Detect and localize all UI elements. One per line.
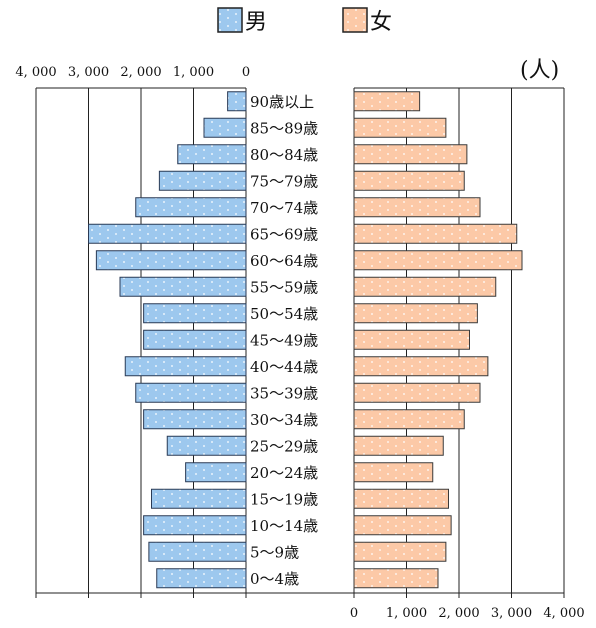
age-label: 60～64歳 — [250, 252, 318, 270]
bar-male — [136, 383, 246, 402]
bars-female — [354, 92, 522, 588]
tick-labels-left: 4, 000 3, 000 2, 000 1, 000 0 — [15, 65, 250, 80]
legend-swatch-female — [343, 8, 367, 32]
legend-swatch-male — [218, 8, 242, 32]
tick-label-left: 1, 000 — [173, 65, 214, 80]
bar-male — [89, 224, 247, 243]
bar-female — [354, 436, 443, 455]
age-label: 15～19歳 — [250, 490, 318, 508]
age-label: 55～59歳 — [250, 278, 318, 296]
bar-female — [354, 198, 480, 217]
bar-female — [354, 569, 438, 588]
bar-female — [354, 277, 496, 296]
bar-female — [354, 251, 522, 270]
tick-label-right: 4, 000 — [543, 606, 584, 621]
bar-male — [204, 118, 246, 137]
age-label: 40～44歳 — [250, 358, 318, 376]
bar-male — [159, 171, 246, 190]
bar-male — [228, 92, 246, 111]
legend-label-female: 女 — [370, 10, 392, 35]
bar-male — [144, 410, 246, 429]
bar-female — [354, 118, 446, 137]
tick-labels-right: 0 1, 000 2, 000 3, 000 4, 000 — [350, 606, 585, 621]
bar-female — [354, 463, 433, 482]
bar-female — [354, 330, 470, 349]
age-label: 10～14歳 — [250, 517, 318, 535]
tick-label-left: 4, 000 — [15, 65, 56, 80]
tick-label-right: 1, 000 — [386, 606, 427, 621]
age-label: 0～4歳 — [250, 570, 299, 588]
tick-label-left: 0 — [242, 65, 250, 80]
age-label: 90歳以上 — [250, 93, 314, 111]
unit-label: (人) — [520, 58, 559, 83]
bar-female — [354, 171, 464, 190]
bar-male — [157, 569, 246, 588]
bar-male — [144, 330, 246, 349]
bar-female — [354, 489, 449, 508]
age-label: 35～39歳 — [250, 384, 318, 402]
age-label: 85～89歳 — [250, 119, 318, 137]
age-label: 45～49歳 — [250, 331, 318, 349]
bar-female — [354, 357, 488, 376]
bar-male — [152, 489, 247, 508]
age-label: 20～24歳 — [250, 464, 318, 482]
bar-male — [178, 145, 246, 164]
tick-label-left: 2, 000 — [120, 65, 161, 80]
bar-male — [167, 436, 246, 455]
tick-label-left: 3, 000 — [68, 65, 109, 80]
bar-female — [354, 516, 451, 535]
bar-male — [125, 357, 246, 376]
age-label: 65～69歳 — [250, 225, 318, 243]
bar-male — [136, 198, 246, 217]
bar-female — [354, 145, 467, 164]
bar-female — [354, 92, 420, 111]
legend: 男 女 — [218, 8, 392, 35]
age-label: 25～29歳 — [250, 437, 318, 455]
legend-label-male: 男 — [245, 10, 267, 35]
bar-male — [186, 463, 246, 482]
age-label: 80～84歳 — [250, 146, 318, 164]
age-label: 70～74歳 — [250, 199, 318, 217]
age-label: 50～54歳 — [250, 305, 318, 323]
tick-label-right: 3, 000 — [491, 606, 532, 621]
bar-male — [144, 516, 246, 535]
bar-male — [120, 277, 246, 296]
age-labels: 90歳以上 85～89歳 80～84歳 75～79歳 70～74歳 65～69歳 60～64… — [250, 93, 318, 588]
bar-female — [354, 304, 477, 323]
bars-male — [89, 92, 247, 588]
bar-female — [354, 542, 446, 561]
age-label: 30～34歳 — [250, 411, 318, 429]
age-label: 75～79歳 — [250, 172, 318, 190]
tick-label-right: 0 — [350, 606, 358, 621]
bar-female — [354, 410, 464, 429]
bar-male — [144, 304, 246, 323]
bar-male — [149, 542, 246, 561]
age-label: 5～9歳 — [250, 543, 299, 561]
tick-label-right: 2, 000 — [438, 606, 479, 621]
bar-male — [96, 251, 246, 270]
bar-female — [354, 383, 480, 402]
bar-female — [354, 224, 517, 243]
